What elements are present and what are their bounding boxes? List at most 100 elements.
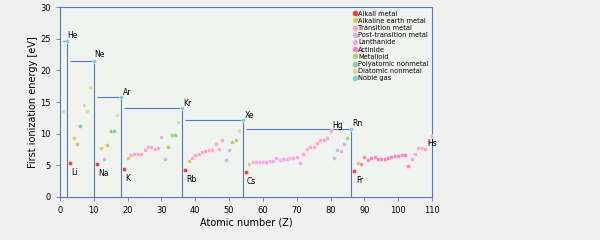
Point (218, 138, 227, 142)
Point (359, 155, 369, 159)
Text: Ne: Ne (94, 50, 104, 59)
Text: Fr: Fr (356, 176, 363, 185)
Point (343, 136, 352, 140)
Point (187, 156, 197, 159)
Point (289, 156, 298, 160)
Point (96, 147, 106, 150)
Point (329, 156, 339, 160)
Point (82, 109, 92, 113)
Point (299, 152, 308, 156)
Point (197, 150, 207, 154)
Point (241, 170, 251, 174)
Point (109, 129, 119, 133)
Point (92, 162, 102, 166)
Point (59, 109, 68, 113)
Point (312, 142, 322, 145)
Point (119, 168, 129, 171)
Point (190, 153, 200, 157)
Y-axis label: First ionization energy [eV]: First ionization energy [eV] (28, 36, 38, 168)
Point (200, 149, 210, 153)
Point (319, 138, 329, 142)
Point (86, 85, 95, 89)
Point (103, 143, 112, 147)
Text: Rn: Rn (353, 119, 363, 128)
Point (106, 129, 116, 132)
Point (413, 146, 423, 150)
Point (79, 103, 88, 107)
Point (89, 59, 98, 62)
Point (268, 159, 278, 163)
Point (211, 142, 220, 146)
Point (136, 152, 146, 156)
Point (116, 95, 125, 99)
Point (76, 124, 85, 127)
Point (258, 160, 268, 164)
Point (170, 133, 180, 137)
Point (65, 161, 75, 165)
Point (245, 162, 254, 166)
Point (181, 168, 190, 172)
Point (238, 118, 247, 122)
Point (157, 136, 166, 139)
Point (421, 147, 430, 151)
Point (370, 155, 379, 159)
Point (353, 162, 362, 165)
Point (295, 161, 305, 164)
Point (275, 158, 284, 162)
Point (285, 156, 295, 160)
Point (214, 147, 224, 151)
Point (309, 145, 319, 149)
Point (278, 157, 288, 161)
Point (113, 113, 122, 117)
Point (133, 152, 143, 156)
Point (130, 152, 139, 156)
Point (367, 156, 376, 160)
Point (224, 149, 234, 152)
Point (363, 158, 373, 162)
Point (336, 149, 346, 153)
Text: Rb: Rb (186, 175, 196, 184)
Point (349, 169, 359, 173)
Point (167, 133, 176, 137)
Point (62, 40, 71, 43)
Point (417, 146, 427, 150)
Point (143, 145, 153, 149)
Point (153, 146, 163, 150)
Text: Li: Li (71, 168, 77, 177)
Point (160, 157, 170, 161)
Point (255, 160, 265, 164)
Point (322, 137, 332, 140)
Text: Na: Na (98, 169, 109, 178)
Text: Xe: Xe (244, 111, 254, 120)
Point (427, 134, 437, 138)
Point (123, 156, 133, 160)
Text: He: He (67, 30, 77, 40)
Point (376, 157, 386, 161)
Point (248, 160, 257, 163)
Point (397, 153, 406, 157)
Text: Ar: Ar (122, 88, 131, 97)
Text: Hs: Hs (427, 139, 437, 148)
Point (272, 156, 281, 160)
Point (231, 138, 241, 142)
Point (265, 159, 274, 163)
Point (221, 158, 230, 162)
Point (424, 140, 433, 144)
Text: Kr: Kr (184, 99, 191, 108)
Point (346, 127, 356, 131)
Point (177, 106, 187, 110)
Point (163, 145, 173, 149)
Point (140, 148, 149, 152)
Point (373, 157, 383, 161)
Point (356, 162, 366, 166)
Point (194, 152, 203, 156)
Point (99, 157, 109, 161)
Point (146, 145, 156, 149)
Text: Hg: Hg (332, 121, 343, 130)
Point (126, 153, 136, 157)
Point (394, 154, 403, 158)
Point (390, 154, 400, 158)
Point (400, 153, 410, 157)
Point (410, 152, 420, 156)
Point (251, 160, 261, 164)
